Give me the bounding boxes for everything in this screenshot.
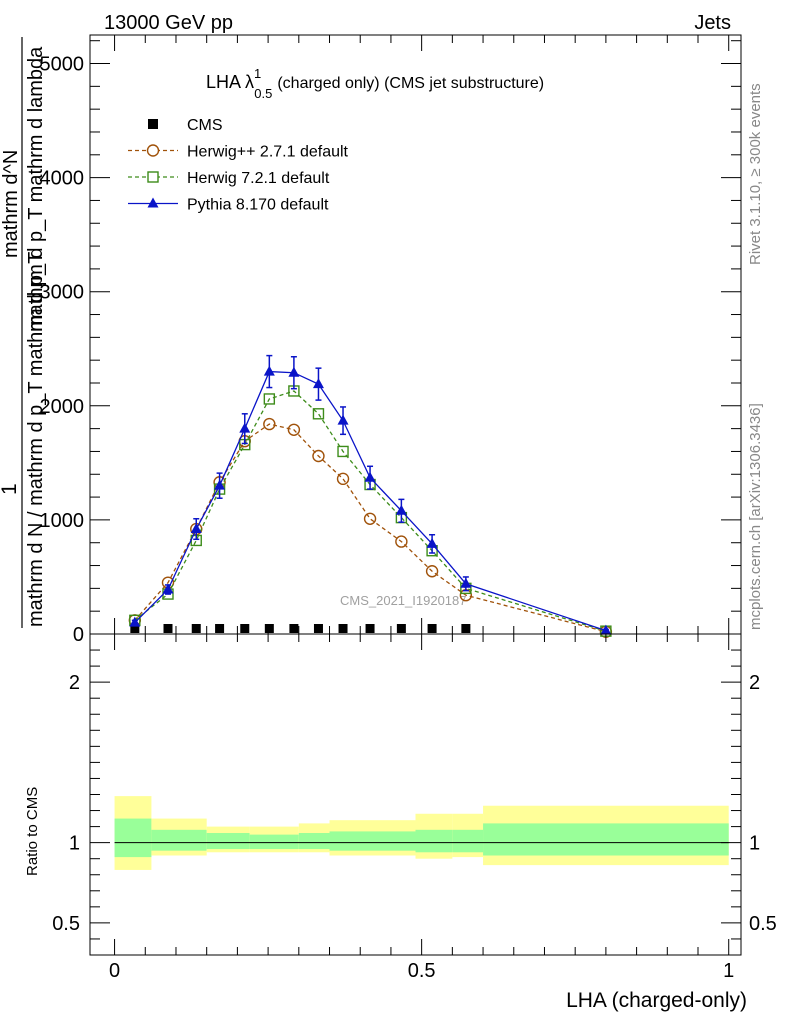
ratio-y-tick-label-right: 2 bbox=[749, 672, 760, 694]
legend: CMS Herwig++ 2.7.1 default Herwig 7.2.1 de… bbox=[128, 117, 349, 214]
data-point-cms bbox=[215, 624, 225, 633]
data-point-herwigpp bbox=[363, 512, 377, 525]
ratio-bands bbox=[114, 796, 729, 870]
ratio-y-tick-label-right: 1 bbox=[749, 833, 760, 855]
ratio-band-stat bbox=[298, 833, 330, 850]
main-axis-ticks: 0 1000 2000 3000 4000 5000 bbox=[40, 35, 741, 646]
ylabel-denominator-2: mathrm d p_T mathrm d lambda bbox=[25, 46, 47, 332]
data-point-cms bbox=[461, 624, 471, 633]
mcplots-label: mcplots.cern.ch [arXiv:1306.3436] bbox=[747, 403, 764, 630]
ratio-axis-ticks: 0.5 0.5 1 1 2 2 0 0.5 1 bbox=[52, 634, 777, 982]
energy-label: 13000 GeV pp bbox=[104, 12, 233, 34]
x-tick-label: 1 bbox=[723, 960, 734, 982]
data-point-herwigpp bbox=[263, 417, 276, 431]
process-label: Jets bbox=[694, 12, 731, 34]
ratio-band-stat bbox=[114, 818, 152, 858]
data-point-pythia bbox=[129, 616, 141, 627]
data-point-herwig7 bbox=[337, 445, 349, 458]
data-point-pythia bbox=[364, 471, 376, 482]
main-title: LHA λ1 0.5 (charged only) (CMS jet substru… bbox=[206, 66, 544, 101]
xlabel: LHA (charged-only) bbox=[566, 989, 747, 1012]
data-point-herwigpp bbox=[395, 535, 408, 548]
title-main: LHA λ bbox=[206, 72, 254, 92]
legend-marker-herwig7 bbox=[147, 171, 159, 183]
data-point-pythia bbox=[426, 537, 438, 548]
data-point-herwigpp bbox=[425, 565, 439, 578]
y-tick-label: 5000 bbox=[40, 54, 85, 76]
data-point-herwigpp bbox=[336, 472, 350, 486]
data-point-cms bbox=[163, 624, 173, 633]
ratio-band-stat bbox=[483, 823, 729, 856]
y-tick-label: 3000 bbox=[40, 282, 85, 304]
y-tick-label: 0 bbox=[73, 624, 84, 646]
data-point-herwigpp bbox=[287, 423, 301, 436]
legend-label-1: Herwig++ 2.7.1 default bbox=[187, 144, 349, 161]
data-point-pythia bbox=[337, 414, 349, 425]
analysis-watermark: CMS_2021_I1920187 bbox=[340, 593, 467, 608]
ylabel-dN: mathrm d^N bbox=[0, 150, 22, 258]
ratio-frame bbox=[89, 633, 742, 956]
data-point-cms bbox=[365, 624, 375, 633]
data-point-cms bbox=[191, 624, 201, 633]
ratio-y-tick-label-right: 0.5 bbox=[749, 913, 777, 935]
legend-marker-cms bbox=[148, 119, 158, 129]
legend-marker-pythia bbox=[147, 197, 159, 208]
legend-label-0: CMS bbox=[187, 117, 223, 134]
data-point-pythia bbox=[239, 422, 251, 433]
data-point-cms bbox=[289, 624, 299, 633]
data-point-pythia bbox=[214, 479, 226, 490]
data-point-cms bbox=[427, 624, 437, 633]
title-sup: 1 bbox=[254, 66, 261, 81]
data-point-cms bbox=[313, 624, 323, 633]
data-point-herwig7 bbox=[312, 408, 325, 420]
data-point-herwigpp bbox=[312, 449, 325, 463]
ratio-band-stat bbox=[249, 834, 299, 850]
ratio-y-tick-label: 0.5 bbox=[52, 913, 80, 935]
x-tick-label: 0 bbox=[109, 960, 120, 982]
data-point-cms bbox=[264, 624, 274, 633]
data-point-pythia bbox=[263, 365, 275, 376]
ratio-ylabel: Ratio to CMS bbox=[24, 787, 41, 876]
data-point-cms bbox=[240, 624, 250, 633]
legend-label-3: Pythia 8.170 default bbox=[187, 197, 329, 214]
legend-label-2: Herwig 7.2.1 default bbox=[187, 170, 330, 187]
rivet-version-label: Rivet 3.1.10, ≥ 300k events bbox=[747, 83, 764, 265]
ratio-band-stat bbox=[415, 829, 453, 853]
ratio-band-stat bbox=[329, 831, 416, 851]
ylabel-numerator: 1 bbox=[0, 483, 21, 495]
main-series bbox=[128, 354, 613, 638]
ratio-band-stat bbox=[151, 829, 207, 851]
data-point-pythia bbox=[395, 504, 407, 515]
ratio-band-stat bbox=[452, 829, 484, 853]
data-point-pythia bbox=[162, 583, 174, 594]
data-point-pythia bbox=[288, 366, 300, 377]
data-point-cms bbox=[130, 624, 140, 633]
legend-marker-herwigpp bbox=[146, 144, 160, 157]
ratio-y-tick-label: 1 bbox=[69, 833, 80, 855]
y-tick-label: 1000 bbox=[40, 510, 85, 532]
series-line-3 bbox=[134, 370, 607, 632]
y-tick-label: 2000 bbox=[40, 396, 85, 418]
y-tick-label: 4000 bbox=[40, 168, 85, 190]
data-point-pythia bbox=[312, 378, 324, 389]
ratio-band-stat bbox=[206, 833, 250, 850]
data-point-herwig7 bbox=[263, 393, 276, 405]
ylabel-denominator-1: mathrm d N / mathrm d p_T mathrm d p_T bbox=[25, 252, 47, 627]
ratio-y-tick-label: 2 bbox=[69, 672, 80, 694]
data-point-cms bbox=[338, 624, 348, 633]
title-sub: 0.5 bbox=[254, 86, 272, 101]
x-tick-label: 0.5 bbox=[408, 960, 436, 982]
data-point-pythia bbox=[190, 523, 202, 534]
title-rest: (charged only) (CMS jet substructure) bbox=[277, 75, 544, 92]
data-point-pythia bbox=[460, 577, 472, 588]
ratio-panel: 0.5 0.5 1 1 2 2 0 0.5 1 Ratio to CMS LHA (charge… bbox=[24, 633, 777, 1012]
data-point-pythia bbox=[600, 624, 612, 635]
data-point-cms bbox=[396, 624, 406, 633]
